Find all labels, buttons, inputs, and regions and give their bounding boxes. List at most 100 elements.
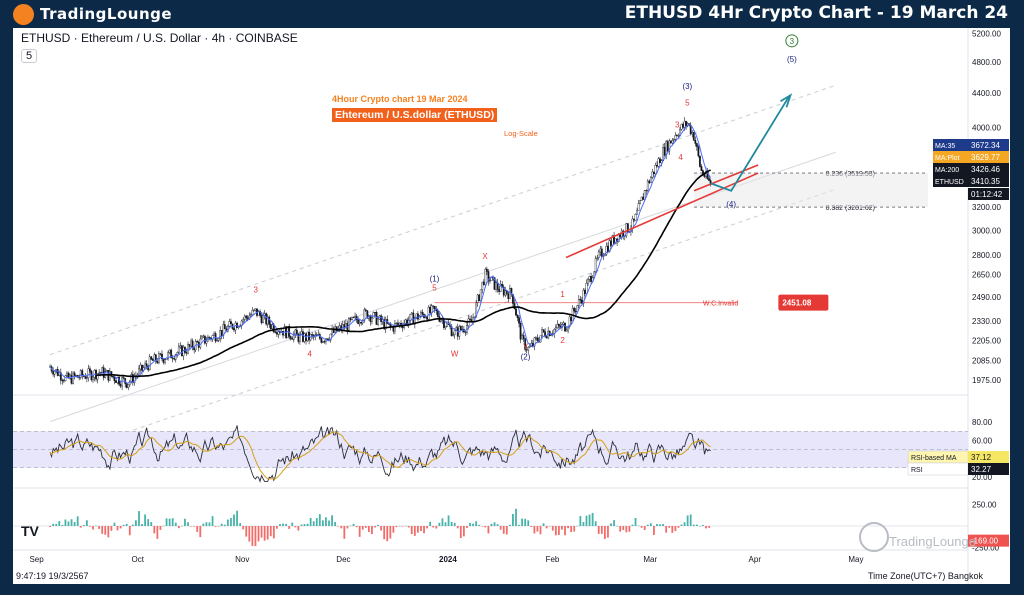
candle-body (233, 328, 235, 331)
macd-bar (502, 526, 505, 534)
macd-bar (73, 522, 76, 526)
price-axis-tick: 3200.00 (972, 203, 1001, 212)
macd-bar (208, 522, 211, 526)
macd-bar (122, 524, 125, 526)
time-axis-tick: Nov (235, 555, 249, 564)
candle-body (527, 347, 530, 351)
candle-body (689, 124, 692, 135)
macd-bar (168, 518, 171, 526)
macd-bar (61, 525, 64, 526)
macd-bar (518, 524, 520, 526)
timezone-label[interactable]: Time Zone(UTC+7) Bangkok (868, 571, 983, 581)
time-axis-tick: Apr (749, 555, 762, 564)
macd-bar (429, 521, 432, 526)
wave-label: 1 (560, 290, 565, 299)
interval-button[interactable]: 5 (21, 49, 38, 63)
chart-area[interactable]: 5200.00 4800.00 4400.00 4000.00 3200.00 3000.… (13, 28, 1010, 584)
macd-bar (211, 516, 214, 526)
tradingview-logo-icon[interactable]: TV (21, 523, 39, 539)
symbol-description[interactable]: ETHUSD · Ethereum / U.S. Dollar · 4h · C… (21, 31, 298, 45)
price-axis-tick: 1975.00 (972, 376, 1001, 385)
macd-current-box (968, 534, 1009, 547)
candle-body (395, 322, 398, 324)
candle-body (398, 322, 401, 325)
candle-body (584, 290, 586, 294)
candle-body (695, 143, 698, 147)
macd-bar (496, 524, 499, 526)
candle-body (668, 140, 671, 152)
candle-body (72, 372, 74, 384)
macd-bar (337, 526, 340, 527)
candle-body (179, 345, 182, 348)
candle-body (180, 345, 183, 357)
candle-body (554, 327, 557, 330)
candle-body (358, 322, 361, 324)
candle-body (698, 155, 701, 167)
candle-body (171, 357, 174, 359)
macd-bar (649, 523, 652, 526)
candle-body (167, 352, 169, 359)
macd-bar (374, 526, 376, 528)
macd-bar (610, 523, 612, 526)
rsi-label-value: 32.27 (971, 465, 992, 474)
candle-body (75, 375, 78, 377)
candle-body (102, 367, 105, 378)
candle-body (243, 315, 246, 320)
macd-bar (254, 526, 257, 547)
macd-bar (646, 524, 649, 526)
candle-body (159, 353, 162, 355)
candle-body (426, 316, 428, 320)
candle-body (469, 318, 471, 320)
candle-body (303, 333, 306, 342)
candle-body (298, 333, 301, 342)
ma200-line (96, 169, 711, 378)
candle-body (510, 288, 513, 295)
macd-bar (435, 526, 438, 529)
macd-bar (79, 526, 82, 528)
candle-body (436, 310, 439, 317)
macd-bar (539, 526, 542, 535)
candle-body (96, 373, 99, 380)
candle-body (161, 353, 163, 359)
candle-body (352, 316, 355, 318)
candle-body (636, 210, 638, 215)
candle-body (459, 326, 462, 331)
macd-bar (95, 525, 97, 527)
wave-label: 2 (560, 336, 565, 345)
wave-label: 5 (432, 284, 437, 293)
series-label-value: 3629.77 (971, 153, 1000, 162)
series-label-value: 3426.46 (971, 165, 1000, 174)
macd-bar (70, 519, 73, 526)
macd-bar (352, 523, 355, 526)
macd-bar (92, 526, 94, 530)
candle-body (573, 307, 576, 312)
chart-svg[interactable]: 5200.00 4800.00 4400.00 4000.00 3200.00 3000.… (13, 28, 1010, 584)
macd-bar (521, 518, 524, 526)
candle-body (656, 165, 658, 167)
macd-bar (554, 526, 557, 536)
candle-body (289, 336, 292, 339)
candle-body (610, 240, 612, 246)
macd-bar (315, 518, 318, 526)
candle-body (271, 324, 274, 330)
macd-bars-group (49, 508, 710, 547)
candle-body (360, 322, 363, 324)
macd-bar (570, 526, 573, 532)
macd-bar (156, 526, 159, 539)
candle-body (424, 316, 427, 318)
macd-bar (395, 526, 398, 528)
macd-bar (125, 523, 128, 526)
candle-body (213, 333, 215, 336)
candle-body (384, 319, 387, 330)
candle-body (292, 333, 295, 340)
macd-bar (196, 526, 199, 532)
candle-body (404, 319, 407, 324)
candle-body (177, 346, 180, 353)
price-axis-tick: 5200.00 (972, 29, 1001, 38)
macd-bar (576, 525, 579, 527)
macd-bar (631, 524, 634, 526)
candle-body (202, 335, 205, 338)
macd-bar (214, 526, 217, 527)
time-axis-tick: Dec (336, 555, 350, 564)
candle-body (441, 319, 444, 321)
